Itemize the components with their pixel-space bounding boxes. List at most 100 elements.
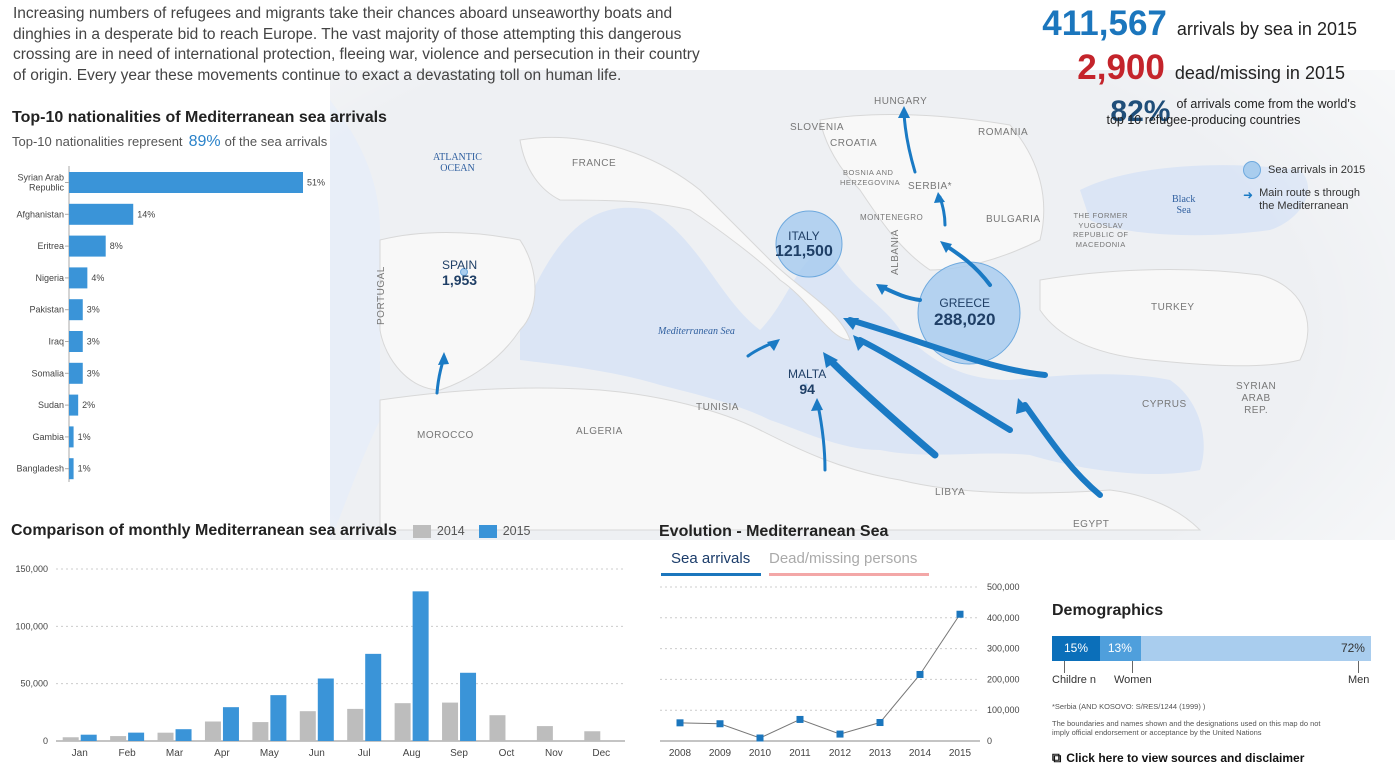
monthly-ytick-label: 100,000: [15, 621, 48, 631]
monthly-xtick-label: Dec: [592, 748, 610, 759]
map-legend-circle: Sea arrivals in 2015: [1243, 161, 1365, 179]
nat-bar: [69, 203, 134, 225]
nat-value-label: 51%: [307, 178, 325, 188]
demographics-men-segment: 72%: [1141, 636, 1371, 661]
arrivals-spain: SPAIN 1,953: [442, 258, 478, 288]
evo-ytick-label: 400,000: [987, 613, 1020, 623]
nat-bar: [69, 172, 303, 193]
map-label-france: FRANCE: [572, 158, 617, 169]
monthly-bar-2014: [489, 715, 506, 741]
arrivals-italy: ITALY 121,500: [775, 229, 833, 260]
monthly-chart: 0 50,000 100,000 150,000 Jan Feb Mar Apr May Jun J…: [15, 564, 625, 759]
evo-xtick-label: 2013: [869, 748, 892, 759]
monthly-xtick-label: May: [260, 748, 279, 759]
nat-value-label: 3%: [87, 368, 100, 378]
monthly-bar-2014: [347, 708, 364, 741]
evo-xtick-label: 2012: [829, 748, 852, 759]
monthly-xtick-label: Feb: [119, 748, 137, 759]
arrow-right-icon: ➜: [1243, 188, 1254, 202]
nat-category-label: Sudan: [38, 400, 64, 410]
monthly-bar-2014: [157, 732, 174, 741]
demographics-women-label: Women: [1114, 674, 1152, 686]
monthly-bar-2015: [175, 729, 192, 741]
stat-dead: 2,900 dead/missing in 2015: [1077, 48, 1345, 87]
monthly-bar-2014: [584, 731, 601, 741]
map-label-tunisia: TUNISIA: [696, 402, 739, 413]
evo-series-line: [679, 613, 961, 739]
legend-2015: 2015: [478, 524, 531, 538]
monthly-bar-2015: [412, 591, 429, 741]
nationalities-header: Top-10 nationalities of Mediterranean se…: [12, 109, 432, 151]
map-label-bosnia: BOSNIA AND: [843, 168, 894, 177]
evo-xtick-label: 2011: [789, 748, 811, 759]
monthly-header: Comparison of monthly Mediterranean sea …: [11, 522, 651, 540]
monthly-bar-2015: [270, 695, 287, 741]
stat-top10: 82% of arrivals come from the world's to…: [1106, 95, 1356, 128]
evo-point: [876, 719, 884, 727]
monthly-bar-2015: [80, 734, 97, 741]
nat-bar: [69, 362, 83, 384]
evolution-tabs: Sea arrivals Dead/missing persons: [659, 550, 931, 580]
map-label-turkey: TURKEY: [1151, 302, 1195, 313]
map-label-cyprus: CYPRUS: [1142, 399, 1187, 410]
nat-category-label: Syrian Arab Republic: [17, 173, 64, 193]
monthly-xtick-label: Jun: [309, 748, 325, 759]
monthly-bar-2015: [365, 653, 382, 741]
nat-category-label: Bangladesh: [16, 464, 64, 474]
evo-xtick-label: 2009: [709, 748, 732, 759]
sea-label-atlantic: ATLANTIC OCEAN: [433, 152, 482, 174]
arrivals-malta: MALTA 94: [788, 367, 827, 397]
map-label-slovenia: SLOVENIA: [790, 122, 845, 133]
legend-2014-swatch: [412, 524, 431, 538]
map-label-libya: LIBYA: [935, 487, 966, 498]
map-legend-route: ➜ Main route s through the Mediterranean: [1243, 187, 1360, 212]
map-label-algeria: ALGERIA: [576, 426, 623, 437]
monthly-bar-2014: [536, 726, 553, 741]
nat-category-label: Somalia: [31, 368, 64, 378]
tab-dead-missing[interactable]: Dead/missing persons: [769, 550, 929, 576]
monthly-ytick-label: 0: [43, 736, 48, 746]
nat-value-label: 3%: [87, 305, 100, 315]
demographics-women-segment: 13%: [1099, 636, 1142, 661]
monthly-xtick-label: Jan: [72, 748, 88, 759]
monthly-bar-2014: [299, 711, 316, 741]
nat-value-label: 2%: [82, 400, 95, 410]
sources-link[interactable]: ⧉ Click here to view sources and disclai…: [1052, 750, 1305, 765]
nat-value-label: 8%: [110, 241, 123, 251]
monthly-xtick-label: Nov: [545, 748, 563, 759]
monthly-bar-2014: [394, 703, 411, 741]
monthly-ytick-label: 150,000: [15, 564, 48, 574]
monthly-bar-2014: [442, 702, 459, 741]
monthly-xtick-label: Jul: [358, 748, 371, 759]
evo-point: [836, 730, 844, 738]
evo-ytick-label: 500,000: [987, 582, 1020, 592]
map-label-romania: ROMANIA: [978, 127, 1029, 138]
evo-xtick-label: 2014: [909, 748, 932, 759]
nat-value-label: 1%: [78, 432, 91, 442]
tab-sea-arrivals[interactable]: Sea arrivals: [661, 550, 761, 576]
nationalities-chart: Syrian Arab Republic 51% Afghanistan 14% Erit…: [16, 166, 325, 482]
monthly-bar-2015: [128, 732, 145, 741]
circle-icon: [1243, 161, 1261, 179]
sea-label-mediterranean: Mediterranean Sea: [658, 326, 735, 337]
map-label-montenegro: MONTENEGRO: [860, 213, 924, 222]
evolution-chart: 0 100,000 200,000 300,000 400,000 500,000 2008…: [660, 582, 1020, 759]
demographics-title: Demographics: [1052, 602, 1164, 619]
monthly-xtick-label: Oct: [499, 748, 515, 759]
nat-category-label: Nigeria: [35, 273, 64, 283]
evo-ytick-label: 0: [987, 736, 992, 746]
evo-point: [756, 734, 764, 742]
evo-point: [796, 715, 804, 723]
intro-text: Increasing numbers of refugees and migra…: [13, 5, 700, 84]
monthly-xtick-label: Aug: [403, 748, 421, 759]
monthly-ytick-label: 50,000: [20, 679, 48, 689]
monthly-bar-2014: [110, 736, 127, 741]
nat-value-label: 1%: [78, 464, 91, 474]
monthly-bar-2014: [204, 721, 221, 741]
nationalities-title: Top-10 nationalities of Mediterranean se…: [12, 109, 387, 126]
monthly-bar-2015: [317, 678, 334, 741]
key-stats: 411,567 arrivals by sea in 2015 2,900 de…: [927, 2, 1357, 134]
nat-bar: [69, 299, 83, 321]
monthly-bar-2015: [222, 707, 239, 741]
monthly-bar-2014: [252, 722, 269, 741]
